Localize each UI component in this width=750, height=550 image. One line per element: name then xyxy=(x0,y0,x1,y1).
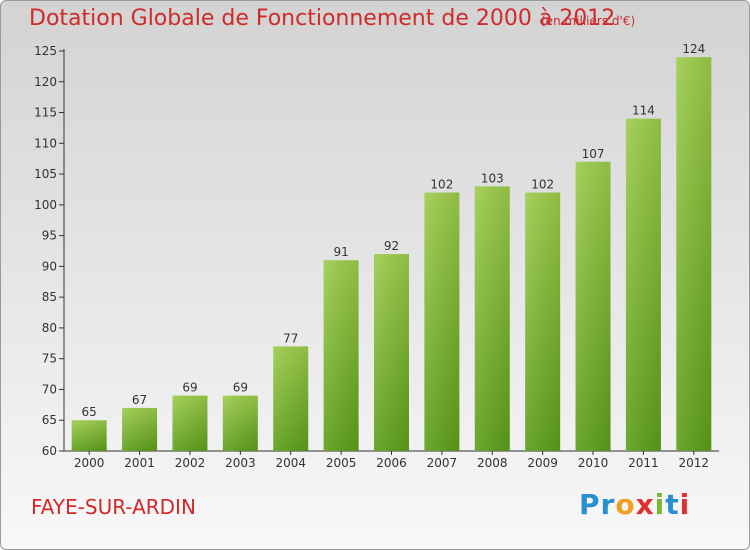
data-label: 67 xyxy=(132,393,147,407)
chart-subtitle: (en milliers d'€) xyxy=(541,14,636,28)
data-label: 124 xyxy=(682,42,705,56)
data-label: 102 xyxy=(531,178,554,192)
x-tick-label: 2006 xyxy=(376,456,407,470)
bar-shade xyxy=(172,395,208,451)
y-tick-label: 110 xyxy=(34,136,57,150)
bar-shade xyxy=(273,346,309,451)
data-label: 91 xyxy=(333,245,348,259)
data-label: 65 xyxy=(82,405,97,419)
y-tick-label: 120 xyxy=(34,75,57,89)
logo-letter: x xyxy=(635,488,655,521)
y-tick-label: 105 xyxy=(34,167,57,181)
data-label: 102 xyxy=(430,178,453,192)
bar-shade xyxy=(575,161,611,451)
data-label: 92 xyxy=(384,239,399,253)
data-label: 69 xyxy=(182,381,197,395)
x-tick-label: 2008 xyxy=(477,456,508,470)
y-tick-label: 60 xyxy=(42,444,57,458)
y-tick-label: 65 xyxy=(42,413,57,427)
y-tick-label: 90 xyxy=(42,259,57,273)
x-tick-label: 2010 xyxy=(578,456,609,470)
x-tick-label: 2004 xyxy=(275,456,306,470)
x-tick-label: 2012 xyxy=(679,456,710,470)
x-tick-label: 2005 xyxy=(326,456,357,470)
y-tick-label: 115 xyxy=(34,106,57,120)
chart-title: Dotation Globale de Fonctionnement de 20… xyxy=(29,6,616,31)
bar-shade xyxy=(474,186,510,451)
bar-shade xyxy=(525,192,561,452)
proxiti-logo[interactable]: Proxiti xyxy=(579,488,690,521)
x-tick-label: 2003 xyxy=(225,456,256,470)
y-tick-label: 125 xyxy=(34,44,57,58)
logo-letter: P xyxy=(579,488,601,521)
bar-shade xyxy=(676,57,712,452)
x-tick-label: 2007 xyxy=(427,456,458,470)
y-tick-label: 95 xyxy=(42,229,57,243)
x-tick-label: 2009 xyxy=(527,456,558,470)
y-tick-label: 75 xyxy=(42,352,57,366)
data-label: 77 xyxy=(283,331,298,345)
y-tick-label: 70 xyxy=(42,382,57,396)
logo-letter: i xyxy=(679,488,691,521)
y-tick-label: 80 xyxy=(42,321,57,335)
data-label: 114 xyxy=(632,104,655,118)
data-label: 69 xyxy=(233,381,248,395)
logo-letter: o xyxy=(615,488,636,521)
bar-shade xyxy=(122,407,158,451)
x-tick-label: 2011 xyxy=(628,456,659,470)
y-tick-label: 85 xyxy=(42,290,57,304)
data-label: 103 xyxy=(481,171,504,185)
x-tick-label: 2000 xyxy=(74,456,105,470)
bar-shade xyxy=(222,395,258,451)
y-tick-label: 100 xyxy=(34,198,57,212)
logo-letter: t xyxy=(665,488,680,521)
data-label: 107 xyxy=(582,147,605,161)
bar-shade xyxy=(374,254,409,451)
logo-letter: i xyxy=(654,488,666,521)
logo-letter: r xyxy=(600,488,616,521)
commune-name: FAYE-SUR-ARDIN xyxy=(31,495,196,519)
bar-shade xyxy=(71,420,107,451)
x-tick-label: 2001 xyxy=(124,456,155,470)
bar-shade xyxy=(625,118,661,451)
bar-shade xyxy=(424,192,460,452)
x-tick-label: 2002 xyxy=(175,456,206,470)
bar-shade xyxy=(323,260,359,451)
